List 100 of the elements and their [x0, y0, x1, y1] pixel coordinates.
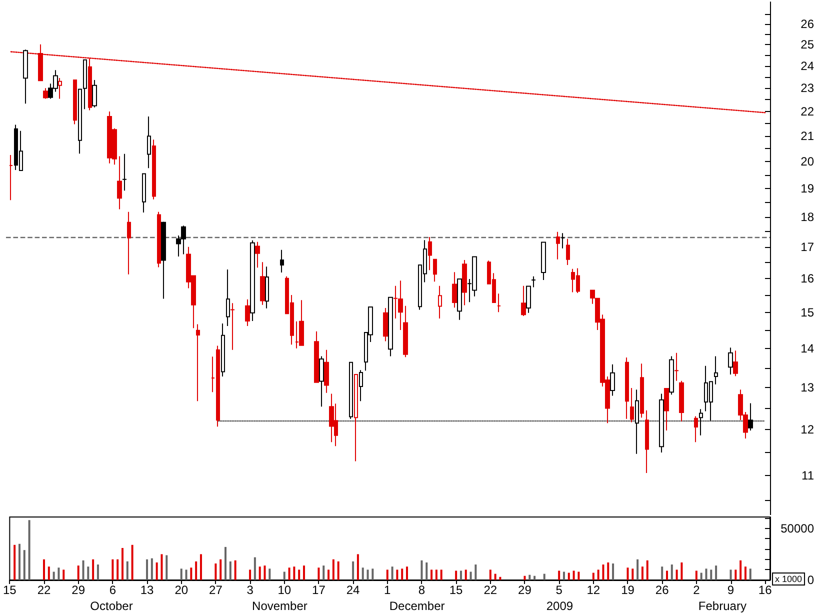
candlestick — [161, 221, 166, 300]
bar — [426, 562, 428, 580]
x-tick-label: 1 — [384, 583, 392, 597]
candlestick — [497, 293, 501, 313]
bar — [607, 562, 610, 580]
bar — [220, 559, 222, 580]
x-tick-label: 9 — [727, 583, 734, 597]
bar — [87, 566, 90, 580]
candlestick — [152, 139, 156, 200]
candlestick — [92, 79, 97, 108]
bar — [474, 564, 477, 580]
x-tick-label: 3 — [246, 583, 254, 597]
bar — [401, 568, 404, 580]
candlestick — [142, 173, 146, 213]
candlestick — [83, 59, 87, 110]
bar — [661, 566, 664, 580]
y-tick-label: 11 — [802, 468, 814, 482]
y-axis-title: x 1000 — [775, 574, 802, 584]
y-tick-label: 16 — [800, 272, 814, 286]
bar — [391, 566, 394, 580]
candlestick — [635, 389, 639, 454]
y-tick-label: 12 — [800, 422, 814, 437]
bar — [524, 576, 526, 580]
bar — [92, 559, 94, 580]
candlestick — [748, 402, 753, 432]
candlestick — [566, 238, 570, 266]
bar — [112, 559, 114, 580]
bar — [499, 576, 502, 580]
candlestick — [280, 249, 284, 273]
text: October — [90, 599, 133, 613]
bar — [470, 572, 472, 580]
candlestick — [260, 262, 265, 306]
y-tick-label: 26 — [800, 16, 814, 31]
x-tick-label: 29 — [72, 583, 86, 597]
candlestick — [694, 416, 698, 443]
bar — [592, 572, 594, 580]
candlestick — [645, 410, 649, 474]
x-tick-label: 12 — [586, 583, 600, 597]
candlestick — [438, 285, 442, 320]
bar — [131, 544, 134, 580]
bar — [96, 564, 99, 580]
x-tick-label: 17 — [312, 583, 326, 597]
bar — [440, 570, 442, 580]
bar — [160, 554, 163, 580]
candlestick — [245, 298, 250, 326]
candlestick — [457, 278, 462, 320]
bar — [190, 568, 192, 580]
bar — [185, 570, 188, 580]
candlestick — [610, 364, 615, 396]
bar — [435, 570, 438, 580]
bar — [455, 570, 458, 580]
bar — [464, 570, 467, 580]
candlestick — [9, 154, 13, 201]
x-tick-label: 2 — [693, 583, 700, 597]
bar — [298, 570, 300, 580]
x-tick-label: 22 — [37, 583, 52, 597]
bar — [258, 566, 261, 580]
bar — [28, 520, 30, 580]
bar — [234, 560, 236, 580]
candlestick — [462, 259, 467, 306]
bar — [602, 564, 604, 580]
bar — [666, 570, 668, 580]
candlestick — [521, 285, 526, 317]
bar — [676, 570, 678, 580]
bar — [14, 544, 16, 580]
y-tick-label: 50000 — [780, 521, 814, 536]
bar — [734, 570, 737, 580]
y-tick-label: 15 — [800, 306, 814, 320]
bar — [636, 559, 639, 580]
bar — [214, 563, 217, 580]
x-tick-label: 6 — [109, 583, 116, 597]
bar — [670, 564, 673, 580]
x-tick-label: 27 — [209, 583, 223, 597]
x-tick-label: 19 — [621, 583, 635, 597]
y-tick-label: 17 — [800, 240, 814, 254]
candlestick — [157, 211, 161, 268]
bar — [58, 568, 60, 580]
y-tick-label: 0 — [807, 573, 814, 587]
bar — [632, 568, 634, 580]
candlestick — [299, 300, 304, 346]
text: 2009 — [546, 599, 574, 613]
candlestick — [630, 388, 634, 423]
bar — [52, 572, 55, 580]
x-tick-label: 8 — [418, 583, 426, 597]
x-tick-label: 20 — [174, 583, 188, 597]
candlestick — [127, 211, 131, 275]
candlestick — [640, 363, 644, 418]
bar — [572, 570, 575, 580]
x-tick-label: 26 — [655, 583, 670, 597]
bar — [562, 572, 565, 580]
candlestick — [714, 356, 718, 385]
candlestick — [122, 153, 127, 192]
bar — [77, 566, 80, 580]
bar — [116, 559, 119, 580]
bar — [82, 560, 84, 580]
candlestick — [314, 330, 319, 383]
bar — [352, 561, 354, 580]
x-tick-label: 22 — [484, 583, 498, 597]
candlestick — [699, 408, 703, 436]
candlestick — [147, 116, 151, 169]
